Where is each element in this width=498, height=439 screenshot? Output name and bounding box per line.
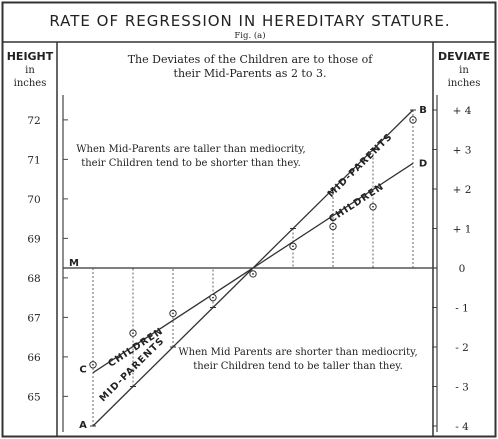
mediocrity-label: M xyxy=(69,258,79,269)
note-top-line2: their Mid-Parents as 2 to 3. xyxy=(174,67,327,80)
right-axis-tick-label: - 4 xyxy=(455,421,469,433)
left-axis-tick-label: 67 xyxy=(27,312,40,324)
chart-subtitle: Fig. (a) xyxy=(234,30,265,41)
right-axis-label-line3: inches xyxy=(448,78,481,89)
children-point-center xyxy=(92,363,94,366)
children-point-center xyxy=(372,205,374,208)
right-axis-tick-label: + 3 xyxy=(453,145,472,157)
note-lower-line1: When Mid Parents are shorter than medioc… xyxy=(178,347,417,358)
right-axis-tick-label: + 2 xyxy=(453,184,472,196)
right-axis-tick-label: - 1 xyxy=(455,303,469,315)
children-end-label: D xyxy=(419,158,427,169)
note-upper-line1: When Mid-Parents are taller than mediocr… xyxy=(76,144,305,155)
left-axis-label-line2: in xyxy=(25,65,35,76)
children-line xyxy=(92,162,414,374)
left-axis-label-line1: HEIGHT xyxy=(7,50,54,63)
left-axis-tick-label: 72 xyxy=(27,115,40,127)
right-axis-tick-label: + 4 xyxy=(453,105,472,117)
right-axis-tick-label: 0 xyxy=(459,263,466,275)
children-point-center xyxy=(332,225,334,228)
mid-parents-end-label: B xyxy=(419,105,427,116)
children-point-center xyxy=(172,312,174,315)
children-point-center xyxy=(212,296,214,299)
left-axis-tick-label: 69 xyxy=(27,233,40,245)
left-axis-tick-label: 68 xyxy=(27,273,40,285)
children-start-label: C xyxy=(79,365,86,376)
right-axis-label-line1: DEVIATE xyxy=(438,50,490,63)
note-lower-line2: their Children tend to be taller than th… xyxy=(193,361,403,372)
note-top-line1: The Deviates of the Children are to thos… xyxy=(128,53,374,66)
children-point-center xyxy=(412,118,414,121)
note-upper-line2: their Children tend to be shorter than t… xyxy=(81,158,301,169)
mid-parents-start-label: A xyxy=(79,420,87,431)
children-point-center xyxy=(292,245,294,248)
left-axis-tick-label: 70 xyxy=(27,194,40,206)
right-axis-tick-label: - 2 xyxy=(455,342,469,354)
left-axis-tick-label: 66 xyxy=(27,352,41,364)
right-axis-tick-label: - 3 xyxy=(455,382,469,394)
left-axis-tick-label: 65 xyxy=(27,391,40,403)
right-axis-tick-label: + 1 xyxy=(453,224,472,236)
chart-title: RATE OF REGRESSION IN HEREDITARY STATURE… xyxy=(49,12,450,30)
left-axis-label-line3: inches xyxy=(14,78,47,89)
left-axis-tick-label: 71 xyxy=(27,154,40,166)
children-point-center xyxy=(252,273,254,275)
right-axis-label-line2: in xyxy=(459,65,469,76)
children-point-center xyxy=(132,332,134,335)
